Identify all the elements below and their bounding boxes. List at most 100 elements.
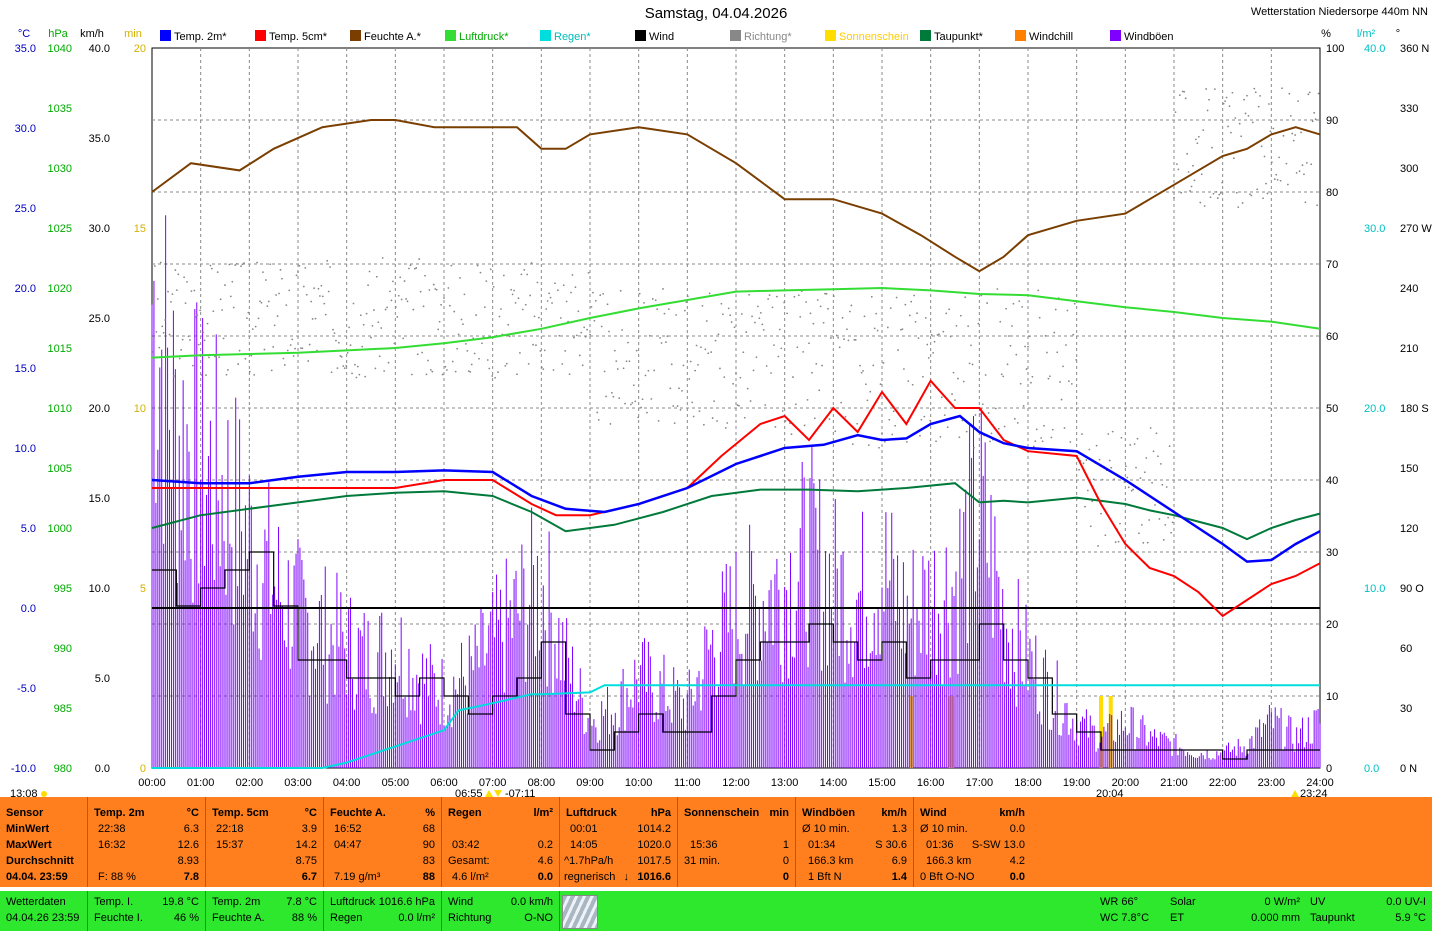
direction-dot (989, 440, 991, 443)
direction-dot (505, 362, 508, 365)
direction-dot (1249, 193, 1251, 196)
direction-dot (764, 404, 767, 406)
direction-dot (723, 376, 726, 379)
legend-item: Luftdruck* (445, 30, 509, 43)
direction-dot (492, 285, 495, 288)
direction-dot (1059, 381, 1062, 383)
direction-dot (673, 422, 676, 425)
direction-dot (609, 423, 612, 425)
direction-dot (1171, 521, 1174, 524)
direction-dot (170, 300, 172, 303)
direction-dot (300, 347, 302, 350)
direction-dot (246, 317, 248, 320)
direction-dot (269, 263, 272, 266)
direction-dot (613, 349, 616, 352)
direction-dot (1002, 375, 1005, 378)
unit-temp: °C (18, 28, 30, 40)
sonne-unit: min (769, 807, 789, 819)
direction-dot (625, 360, 628, 363)
direction-dot (802, 350, 805, 353)
direction-dot (168, 333, 171, 336)
pct-tick: 100 (1326, 43, 1344, 55)
direction-dot (1062, 365, 1064, 368)
hpa-tick: 985 (54, 703, 72, 715)
direction-dot (307, 360, 310, 362)
direction-dot (1232, 157, 1235, 160)
direction-dot (948, 308, 951, 311)
g-pressure-label: Luftdruck (330, 896, 376, 908)
temp5cm-max: 14.2 (295, 839, 317, 851)
direction-dot (429, 368, 432, 371)
direction-dot (952, 371, 955, 374)
direction-dot (632, 384, 635, 387)
wind-unit: km/h (999, 807, 1025, 819)
direction-dot (629, 403, 632, 406)
min-tick: 0 (140, 763, 146, 775)
direction-dot (888, 418, 891, 421)
direction-dot (540, 366, 543, 369)
direction-dot (1113, 478, 1116, 481)
direction-dot (348, 326, 350, 329)
direction-dot (873, 327, 876, 330)
direction-dot (746, 387, 749, 390)
direction-dot (378, 355, 381, 358)
feuchte-abs: 7.19 g/m³ (334, 871, 381, 883)
g-hum-in: 46 % (173, 912, 199, 924)
col-temp5cm: Temp. 5cm °C 22:18 3.9 15:37 14.2 8.75 6.7 (206, 797, 324, 887)
sonne-avg: 0 (782, 855, 789, 867)
temp5cm-min-time: 22:18 (216, 823, 244, 835)
direction-dot (1212, 192, 1215, 195)
direction-dot (397, 294, 400, 297)
direction-dot (584, 335, 587, 338)
direction-dot (457, 333, 460, 336)
direction-dot (405, 298, 407, 300)
direction-dot (444, 365, 447, 368)
direction-dot (324, 313, 327, 316)
hpa-tick: 1040 (48, 43, 72, 55)
direction-dot (425, 373, 428, 376)
wind-avg10: 0.0 (1009, 823, 1025, 835)
direction-dot (618, 397, 621, 400)
direction-dot (175, 289, 178, 292)
boeen-avg10: 1.3 (891, 823, 907, 835)
kmh-tick: 35.0 (89, 133, 110, 145)
col-sonne: Sonnenschein min 15:36 1 31 min. 0 0 (678, 797, 796, 887)
stats-table: Sensor MinWert MaxWert Durchschnitt 04.0… (0, 797, 1432, 887)
direction-dot (381, 257, 384, 259)
legend-item: Regen* (540, 30, 591, 43)
direction-dot (356, 365, 359, 368)
wind-bft: 0 Bft O-NO (920, 871, 975, 883)
g-hum-in-label: Feuchte I. (94, 912, 143, 924)
direction-dot (775, 295, 778, 298)
luftdruck-unit: hPa (650, 807, 671, 819)
unit-kmh: km/h (80, 28, 104, 40)
direction-dot (542, 368, 545, 371)
x-tick: 09:00 (576, 777, 604, 789)
direction-dot (165, 263, 168, 265)
row-max: MaxWert (6, 839, 52, 851)
direction-dot (196, 314, 199, 317)
direction-dot (208, 356, 210, 359)
direction-dot (193, 289, 196, 292)
direction-dot (958, 436, 961, 439)
hpa-tick: 995 (54, 583, 72, 595)
direction-dot (1006, 363, 1009, 366)
direction-dot (279, 268, 282, 271)
direction-dot (161, 325, 164, 328)
direction-dot (1127, 486, 1130, 489)
boeen-avg-label: Ø 10 min. (802, 823, 850, 835)
direction-dot (1241, 202, 1244, 204)
direction-dot (545, 308, 548, 310)
direction-dot (305, 293, 308, 296)
direction-dot (838, 346, 841, 349)
direction-dot (218, 356, 221, 359)
deg-tick: 210 (1400, 343, 1418, 355)
legend-item: Windchill (1015, 30, 1073, 43)
direction-dot (446, 369, 448, 371)
min-tick: 15 (134, 223, 146, 235)
direction-dot (859, 364, 861, 367)
temp-tick: -10.0 (11, 763, 36, 775)
direction-dot (1075, 358, 1078, 361)
direction-dot (1120, 436, 1123, 439)
direction-dot (387, 361, 390, 364)
